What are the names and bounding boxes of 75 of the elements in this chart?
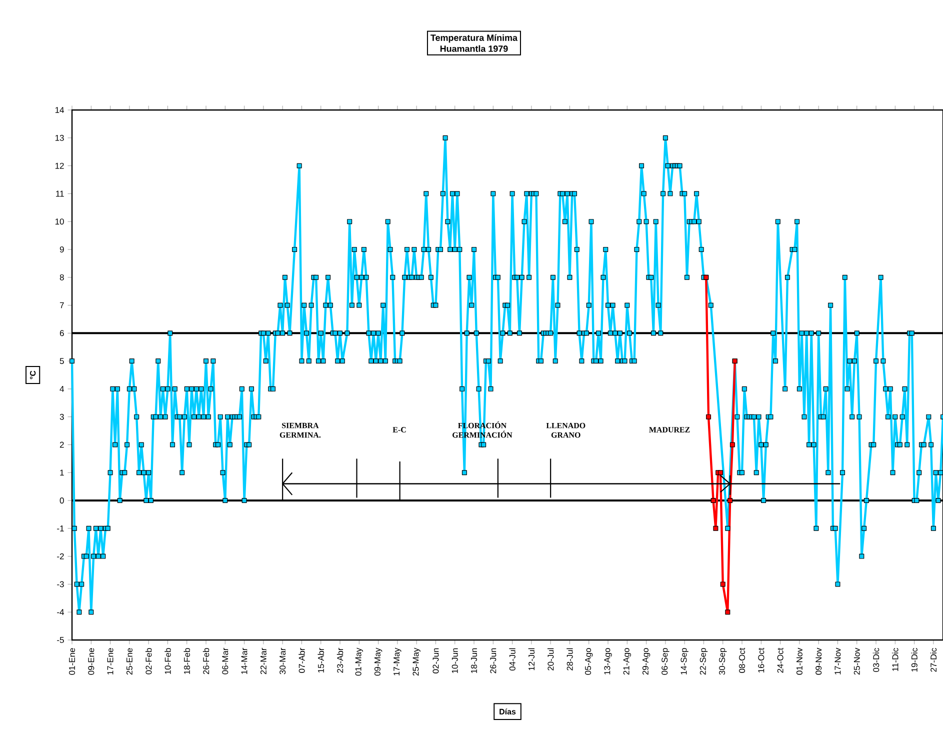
y-tick-label: 3 bbox=[60, 414, 64, 420]
x-tick-label: 13-Ago bbox=[604, 648, 612, 674]
y-tick-label: 2 bbox=[60, 442, 64, 448]
x-tick-label: 14-Sep bbox=[680, 648, 688, 674]
x-tick-label: 22-Sep bbox=[700, 648, 708, 675]
point bbox=[720, 582, 726, 587]
x-tick-label: 06-Mar bbox=[222, 648, 228, 674]
y-tick-label: 4 bbox=[60, 386, 64, 392]
point bbox=[710, 498, 716, 504]
y-tick-label: 5 bbox=[60, 358, 64, 364]
x-tick-label: 10-Feb bbox=[164, 648, 171, 674]
x-tick-label: 16-Oct bbox=[758, 648, 764, 673]
y-tick-label: 13 bbox=[55, 134, 64, 141]
x-tick-label: 07-Abr bbox=[298, 648, 305, 673]
point bbox=[725, 610, 730, 615]
x-tick-label: 17-May bbox=[394, 648, 402, 676]
chart-title: Temperatura Mínima bbox=[430, 34, 518, 43]
y-tick-label: 0 bbox=[60, 498, 64, 504]
x-tick-label: 01-May bbox=[355, 648, 363, 676]
y-tick-label: 12 bbox=[55, 162, 64, 169]
x-tick-label: 28-Jul bbox=[566, 648, 573, 670]
x-tick-label: 08-Oct bbox=[739, 648, 746, 673]
x-tick-label: 01-Ene bbox=[69, 648, 75, 675]
x-tick-label: 10-Jun bbox=[452, 648, 458, 674]
x-tick-label: 26-Jun bbox=[490, 648, 496, 674]
x-tick-label: 30-Mar bbox=[280, 648, 286, 674]
x-tick-label: 21-Ago bbox=[623, 648, 631, 675]
y-tick-label: 14 bbox=[55, 107, 64, 113]
y-tick-label: 11 bbox=[56, 190, 64, 197]
y-tick-label: 1 bbox=[60, 470, 64, 476]
y-tick-label: -4 bbox=[57, 609, 64, 616]
point bbox=[706, 414, 712, 420]
x-tick-label: 25-Nov bbox=[854, 648, 860, 675]
y-tick-label: 7 bbox=[60, 302, 64, 308]
x-tick-label: 17-Nov bbox=[834, 648, 841, 674]
x-tick-label: 29-Ago bbox=[642, 648, 650, 675]
x-tick-label: 18-Feb bbox=[184, 648, 190, 674]
x-tick-label: 26-Feb bbox=[202, 648, 210, 674]
point bbox=[730, 442, 735, 448]
y-tick-label: 8 bbox=[60, 274, 64, 280]
x-tick-label: 02-Jun bbox=[432, 648, 439, 674]
x-tick-label: 15-Abr bbox=[318, 648, 324, 673]
x-tick-label: 17-Ene bbox=[107, 648, 114, 674]
y-tick-label: -2 bbox=[57, 553, 64, 560]
x-tick-label: 03-Dic bbox=[872, 648, 880, 672]
x-tick-label: 22-Mar bbox=[260, 648, 266, 674]
x-tick-label: 11-Dic bbox=[892, 648, 898, 671]
x-tick-label: 04-Jul bbox=[509, 648, 516, 670]
y-tick-label: 9 bbox=[60, 246, 64, 252]
x-tick-label: 09-May bbox=[374, 648, 382, 676]
x-tick-label: 14-Mar bbox=[241, 648, 248, 674]
x-tick-label: 27-Dic bbox=[930, 648, 937, 672]
x-tick-label: 25-Ene bbox=[126, 648, 132, 675]
x-tick-label: 02-Feb bbox=[145, 648, 152, 674]
x-tick-label: 09-Ene bbox=[88, 648, 94, 675]
y-tick-label: -3 bbox=[57, 581, 64, 588]
x-tick-label: 20-Jul bbox=[547, 648, 554, 670]
x-tick-label: 23-Abr bbox=[336, 648, 344, 673]
chart-subtitle: Huamantla 1979 bbox=[440, 45, 508, 52]
y-tick-label: -1 bbox=[57, 525, 64, 532]
x-tick-label: 18-Jun bbox=[471, 648, 478, 674]
y-tick-label: 6 bbox=[60, 330, 64, 336]
y-tick-label: -5 bbox=[57, 637, 64, 643]
y-tick-label: 10 bbox=[55, 218, 64, 225]
x-tick-label: 12-Jul bbox=[528, 648, 535, 670]
x-tick-label: 30-Sep bbox=[719, 648, 727, 675]
x-tick-label: 09-Nov bbox=[816, 648, 822, 675]
x-tick-label: 24-Oct bbox=[777, 648, 784, 673]
x-tick-label: 05-Ago bbox=[585, 648, 593, 675]
point bbox=[713, 526, 718, 531]
x-tick-label: 01-Nov bbox=[796, 648, 802, 675]
x-tick-label: 06-Sep bbox=[662, 648, 670, 675]
x-tick-label: 25-May bbox=[412, 648, 420, 676]
point bbox=[728, 498, 733, 504]
x-tick-label: 19-Dic bbox=[911, 648, 918, 672]
